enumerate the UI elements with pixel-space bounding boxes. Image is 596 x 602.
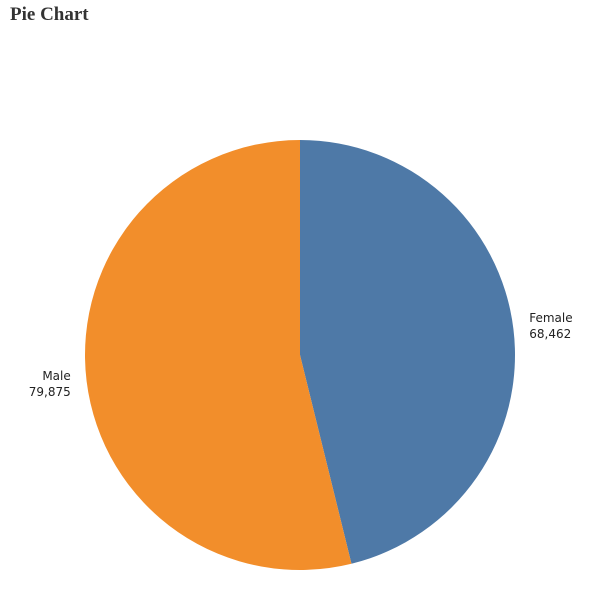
- slice-value-male: 79,875: [29, 385, 71, 399]
- pie-slices: [85, 140, 515, 570]
- slice-label-female: Female: [529, 311, 572, 325]
- pie-slice-male: [85, 140, 352, 570]
- slice-value-female: 68,462: [529, 327, 571, 341]
- pie-slice-female: [300, 140, 515, 564]
- pie-labels: Female 68,462 Male 79,875: [29, 311, 573, 399]
- slice-label-male: Male: [42, 369, 70, 383]
- page-title: Pie Chart: [10, 4, 89, 25]
